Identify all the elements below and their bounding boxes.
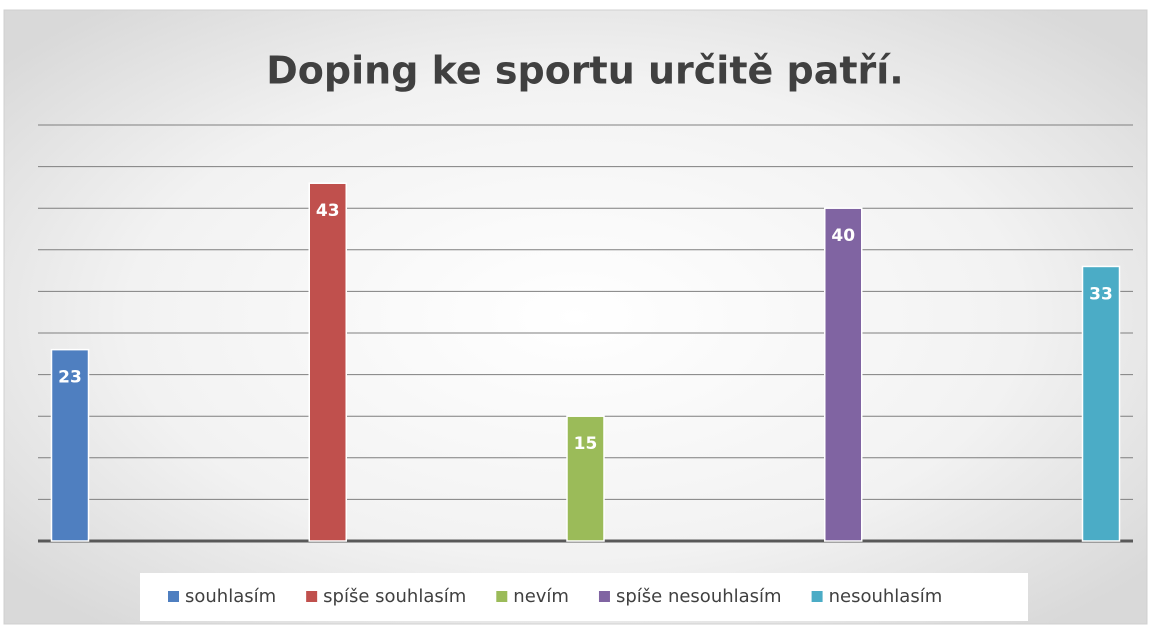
bar — [824, 207, 863, 542]
legend-label: nevím — [513, 586, 569, 607]
bar — [50, 348, 90, 542]
data-label: 23 — [58, 368, 82, 388]
data-label: 40 — [831, 226, 855, 246]
legend-label: spíše nesouhlasím — [616, 586, 782, 607]
legend-swatch — [168, 591, 179, 602]
data-label: 43 — [316, 201, 340, 221]
legend-swatch — [811, 591, 823, 602]
bar — [1081, 265, 1121, 542]
legend-swatch — [496, 591, 508, 602]
data-label: 33 — [1089, 284, 1113, 304]
legend-label: spíše souhlasím — [323, 586, 466, 607]
bar — [566, 415, 605, 542]
legend-swatch — [598, 591, 610, 602]
legend-label: souhlasím — [185, 586, 276, 607]
chart-title: Doping ke sportu určitě patří. — [266, 49, 903, 93]
legend-swatch — [306, 591, 318, 602]
legend-label: nesouhlasím — [829, 586, 943, 607]
bar — [308, 182, 347, 542]
data-label: 15 — [574, 434, 598, 454]
legend-box — [140, 573, 1028, 621]
